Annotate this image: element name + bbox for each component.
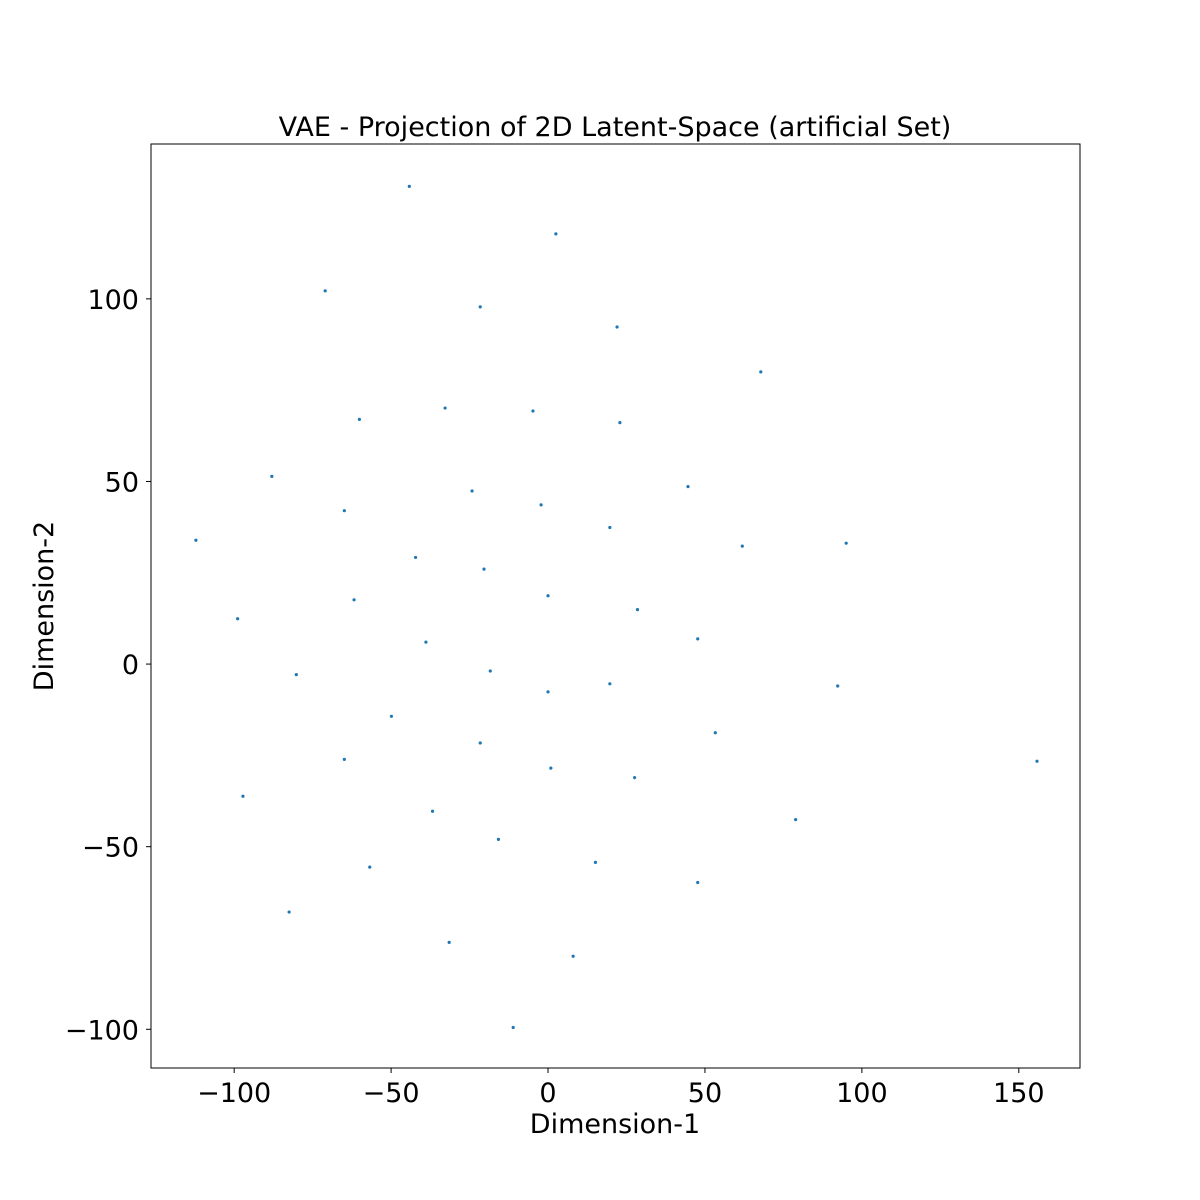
chart-title: VAE - Projection of 2D Latent-Space (art… — [279, 112, 952, 143]
scatter-point — [496, 837, 501, 841]
scatter-point — [357, 417, 361, 421]
y-axis-ticks: −100 −50 0 50 100 — [65, 285, 151, 1046]
scatter-point — [713, 731, 717, 735]
x-tick-label: 50 — [688, 1078, 722, 1109]
y-tick-label: 50 — [105, 467, 139, 498]
scatter-point — [368, 865, 372, 869]
plot-area-frame — [150, 143, 1081, 1069]
scatter-point — [413, 555, 418, 560]
x-tick-label: 0 — [539, 1078, 556, 1109]
scatter-point — [696, 637, 700, 641]
scatter-point — [608, 525, 612, 530]
scatter-point — [478, 305, 482, 309]
y-tick-label: −100 — [65, 1015, 139, 1046]
scatter-point — [482, 567, 486, 571]
scatter-point — [546, 690, 550, 694]
x-axis-ticks: −100 −50 0 50 100 150 — [197, 1068, 1045, 1109]
scatter-point — [424, 640, 428, 644]
scatter-point — [615, 325, 619, 329]
scatter-point — [618, 421, 622, 425]
scatter-point — [342, 509, 346, 513]
scatter-point — [546, 594, 550, 598]
y-tick-label: −50 — [82, 833, 139, 864]
y-tick-label: 0 — [122, 650, 139, 681]
scatter-point — [294, 673, 298, 677]
scatter-point — [1035, 759, 1039, 763]
x-tick-label: 100 — [836, 1078, 888, 1109]
scatter-point — [478, 741, 482, 745]
scatter-point — [549, 766, 553, 770]
scatter-point — [511, 1025, 515, 1030]
scatter-point — [633, 776, 637, 780]
scatter-point — [608, 682, 612, 686]
y-axis-label: Dimension-2 — [29, 521, 60, 691]
x-tick-label: −100 — [197, 1078, 271, 1109]
scatter-point — [836, 684, 840, 688]
scatter-point — [740, 544, 744, 548]
scatter-point — [287, 910, 291, 914]
scatter-point — [794, 818, 798, 822]
scatter-point — [443, 406, 447, 410]
x-axis-label: Dimension-1 — [530, 1109, 700, 1140]
scatter-point — [270, 474, 274, 478]
scatter-point — [430, 809, 435, 813]
scatter-point — [593, 860, 598, 864]
scatter-point — [236, 617, 240, 621]
scatter-point — [194, 538, 198, 542]
scatter-point — [352, 598, 356, 602]
scatter-point — [686, 484, 690, 489]
scatter-point — [342, 757, 346, 761]
scatter-point — [759, 370, 763, 374]
scatter-point — [447, 940, 451, 944]
scatter-point — [571, 954, 575, 958]
scatter-point — [407, 184, 411, 188]
scatter-point — [241, 794, 245, 798]
scatter-point — [531, 409, 535, 413]
scatter-point — [554, 232, 558, 236]
scatter-point — [635, 608, 640, 612]
data-points — [194, 184, 1039, 1030]
scatter-point — [323, 289, 327, 293]
scatter-point — [844, 541, 848, 545]
scatter-point — [389, 714, 394, 718]
scatter-point — [696, 880, 700, 885]
scatter-point — [488, 669, 492, 673]
scatter-point — [470, 489, 474, 493]
y-tick-label: 100 — [87, 285, 139, 316]
x-tick-label: −50 — [363, 1078, 420, 1109]
scatter-point — [539, 503, 543, 507]
x-tick-label: 150 — [993, 1078, 1045, 1109]
